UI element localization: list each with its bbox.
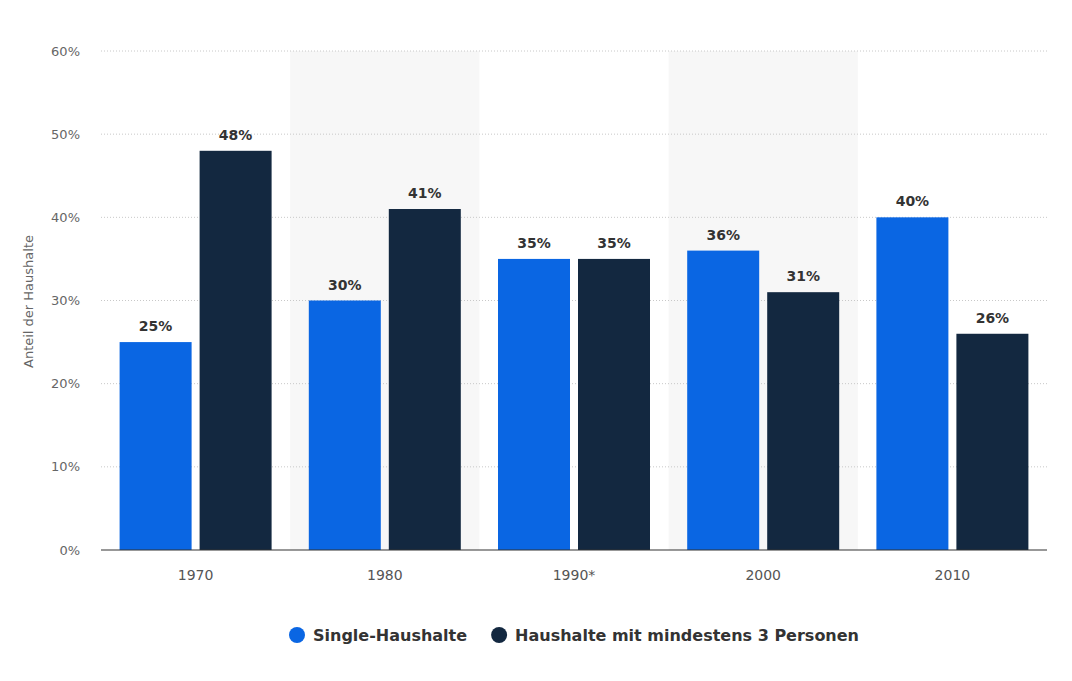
bar — [687, 251, 759, 550]
bar — [120, 342, 192, 550]
data-label: 35% — [597, 235, 631, 251]
bar — [767, 292, 839, 550]
y-tick-label: 40% — [51, 210, 80, 225]
y-tick-label: 50% — [51, 127, 80, 142]
y-tick-label: 10% — [51, 459, 80, 474]
bar — [389, 209, 461, 550]
background-band — [290, 51, 479, 550]
data-label: 48% — [219, 127, 253, 143]
legend: Single-Haushalte Haushalte mit mindestens… — [289, 626, 859, 645]
data-label: 31% — [786, 268, 820, 284]
bar — [578, 259, 650, 550]
bar — [876, 217, 948, 550]
data-label: 40% — [896, 193, 930, 209]
legend-item: Single-Haushalte — [289, 626, 467, 645]
data-label: 35% — [517, 235, 551, 251]
x-axis-line — [101, 549, 1047, 550]
x-tick-label: 2010 — [935, 567, 971, 583]
y-tick-label: 60% — [51, 44, 80, 59]
chart-svg: 0% 10% 20% 30% 40% 50% 60% Anteil der Haushalte… — [0, 0, 1072, 681]
data-label: 30% — [328, 277, 362, 293]
bar — [498, 259, 570, 550]
bar — [200, 151, 272, 550]
x-tick-label: 1980 — [367, 567, 403, 583]
legend-swatch — [491, 627, 507, 643]
x-tick-label: 1970 — [178, 567, 214, 583]
y-tick-label: 30% — [51, 293, 80, 308]
data-labels: 25% 30% 35% 36% 40% 48% 41% 35% 31% 26% — [139, 127, 1009, 334]
legend-label: Single-Haushalte — [313, 626, 467, 645]
bar — [956, 334, 1028, 550]
y-tick-label: 20% — [51, 376, 80, 391]
data-label: 36% — [706, 227, 740, 243]
data-label: 41% — [408, 185, 442, 201]
chart-container: 0% 10% 20% 30% 40% 50% 60% Anteil der Haushalte… — [0, 0, 1072, 681]
bars — [120, 151, 1029, 550]
y-axis-title: Anteil der Haushalte — [21, 235, 36, 368]
data-label: 25% — [139, 318, 173, 334]
x-tick-label: 2000 — [745, 567, 781, 583]
bar — [309, 301, 381, 551]
grid-line — [101, 51, 1047, 52]
data-label: 26% — [976, 310, 1010, 326]
y-tick-label: 0% — [59, 543, 80, 558]
legend-label: Haushalte mit mindestens 3 Personen — [515, 626, 859, 645]
legend-swatch — [289, 627, 305, 643]
x-tick-label: 1990* — [553, 567, 596, 583]
background-band — [669, 51, 858, 550]
legend-item: Haushalte mit mindestens 3 Personen — [491, 626, 859, 645]
